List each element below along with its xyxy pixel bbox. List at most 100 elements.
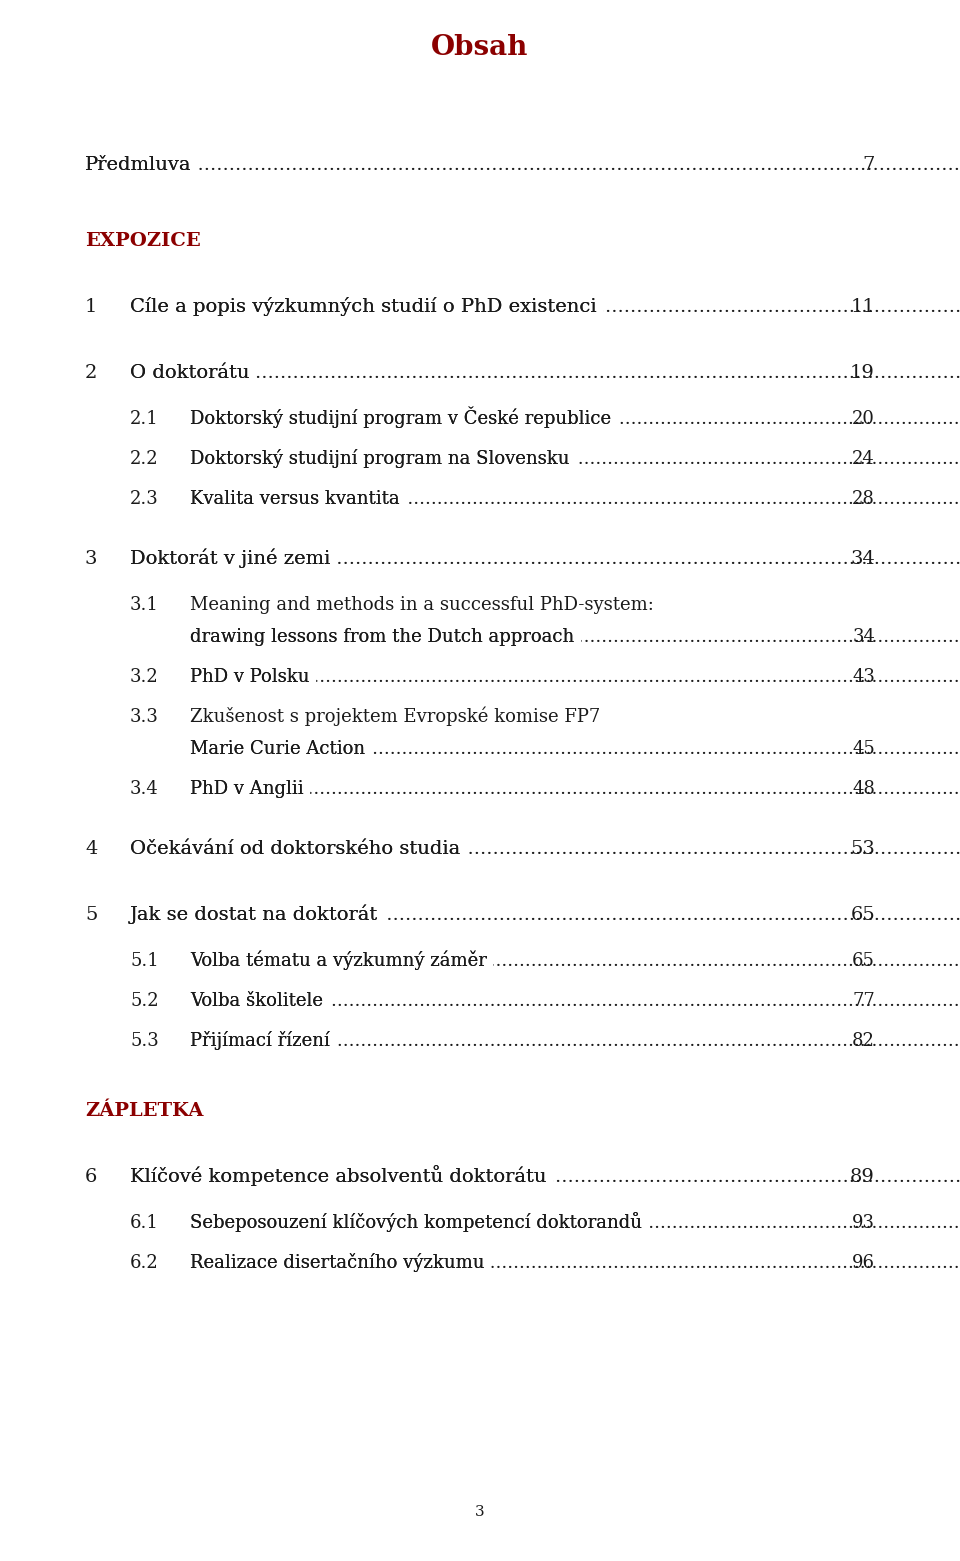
Text: ZÁPLETKA: ZÁPLETKA <box>85 1102 204 1119</box>
Text: ................................................................................: ........................................… <box>130 549 960 568</box>
Text: ................................................................................: ........................................… <box>130 298 960 315</box>
Text: 6.1: 6.1 <box>130 1214 158 1232</box>
Text: ................................................................................: ........................................… <box>190 740 960 759</box>
Text: Předmluva: Předmluva <box>85 156 191 173</box>
Text: drawing lessons from the Dutch approach: drawing lessons from the Dutch approach <box>190 628 574 646</box>
Text: Zkušenost s projektem Evropské komise FP7: Zkušenost s projektem Evropské komise FP… <box>190 707 600 726</box>
Text: ................................................................................: ........................................… <box>190 411 960 428</box>
Text: 6.2: 6.2 <box>130 1253 158 1272</box>
Text: Marie Curie Action: Marie Curie Action <box>190 740 365 759</box>
Text: 2.2: 2.2 <box>130 450 158 468</box>
Text: Obsah: Obsah <box>431 34 529 61</box>
Text: ................................................................................: ........................................… <box>190 780 960 798</box>
Text: ................................................................................: ........................................… <box>190 450 960 468</box>
Text: 3: 3 <box>85 549 98 568</box>
Text: ................................................................................: ........................................… <box>130 840 960 859</box>
Text: Volba tématu a výzkumný záměr: Volba tématu a výzkumný záměr <box>190 951 487 969</box>
Text: 65: 65 <box>851 905 875 924</box>
Text: Doktorát v jiné zemi: Doktorát v jiné zemi <box>130 548 330 568</box>
Text: 3.3: 3.3 <box>130 709 158 726</box>
Text: 5.2: 5.2 <box>130 991 158 1010</box>
Text: 5.3: 5.3 <box>130 1032 158 1051</box>
Text: Přijímací řízení: Přijímací řízení <box>190 1030 330 1051</box>
Text: 4: 4 <box>85 840 97 859</box>
Text: ................................................................................: ........................................… <box>130 905 960 924</box>
Text: ................................................................................: ........................................… <box>130 364 960 382</box>
Text: Klíčové kompetence absolventů doktorátu: Klíčové kompetence absolventů doktorátu <box>130 1165 546 1186</box>
Text: ................................................................................: ........................................… <box>190 1214 960 1232</box>
Text: Předmluva: Předmluva <box>85 156 191 173</box>
Text: Očekávání od doktorského studia: Očekávání od doktorského studia <box>130 840 460 859</box>
Text: Realizace disertačního výzkumu: Realizace disertačního výzkumu <box>190 1253 485 1272</box>
Text: 82: 82 <box>852 1032 875 1051</box>
Text: Realizace disertačního výzkumu: Realizace disertačního výzkumu <box>190 1253 485 1272</box>
Text: 5.1: 5.1 <box>130 952 158 969</box>
Text: 3: 3 <box>475 1505 485 1519</box>
Text: Jak se dostat na doktorát: Jak se dostat na doktorát <box>130 904 378 924</box>
Text: Volba tématu a výzkumný záměr: Volba tématu a výzkumný záměr <box>190 951 487 969</box>
Text: 45: 45 <box>852 740 875 759</box>
Text: Volba školitele: Volba školitele <box>190 991 323 1010</box>
Text: 96: 96 <box>852 1253 875 1272</box>
Text: 6: 6 <box>85 1168 97 1186</box>
Text: 77: 77 <box>852 991 875 1010</box>
Text: 2.1: 2.1 <box>130 411 158 428</box>
Text: Doktorský studijní program v České republice: Doktorský studijní program v České repub… <box>190 406 612 428</box>
Text: 48: 48 <box>852 780 875 798</box>
Text: PhD v Polsku: PhD v Polsku <box>190 668 309 685</box>
Text: ................................................................................: ........................................… <box>190 1032 960 1051</box>
Text: Přijímací řízení: Přijímací řízení <box>190 1030 330 1051</box>
Text: Doktorský studijní program v České republice: Doktorský studijní program v České repub… <box>190 406 612 428</box>
Text: 24: 24 <box>852 450 875 468</box>
Text: O doktorátu: O doktorátu <box>130 364 250 382</box>
Text: 89: 89 <box>851 1168 875 1186</box>
Text: 3.1: 3.1 <box>130 596 158 613</box>
Text: 34: 34 <box>852 628 875 646</box>
Text: 2: 2 <box>85 364 97 382</box>
Text: drawing lessons from the Dutch approach: drawing lessons from the Dutch approach <box>190 628 574 646</box>
Text: ................................................................................: ........................................… <box>190 490 960 507</box>
Text: Cíle a popis výzkumných studií o PhD existenci: Cíle a popis výzkumných studií o PhD exi… <box>130 297 596 315</box>
Text: ................................................................................: ........................................… <box>190 952 960 969</box>
Text: ................................................................................: ........................................… <box>190 628 960 646</box>
Text: Sebeposouzení klíčových kompetencí doktorandů: Sebeposouzení klíčových kompetencí dokto… <box>190 1211 642 1232</box>
Text: PhD v Polsku: PhD v Polsku <box>190 668 309 685</box>
Text: Kvalita versus kvantita: Kvalita versus kvantita <box>190 490 399 507</box>
Text: 20: 20 <box>852 411 875 428</box>
Text: 34: 34 <box>851 549 875 568</box>
Text: ................................................................................: ........................................… <box>85 156 960 173</box>
Text: Doktorský studijní program na Slovensku: Doktorský studijní program na Slovensku <box>190 450 569 468</box>
Text: PhD v Anglii: PhD v Anglii <box>190 780 303 798</box>
Text: 11: 11 <box>851 298 875 315</box>
Text: Kvalita versus kvantita: Kvalita versus kvantita <box>190 490 399 507</box>
Text: 1: 1 <box>85 298 97 315</box>
Text: 53: 53 <box>851 840 875 859</box>
Text: 3.2: 3.2 <box>130 668 158 685</box>
Text: ................................................................................: ........................................… <box>190 1253 960 1272</box>
Text: 93: 93 <box>852 1214 875 1232</box>
Text: ................................................................................: ........................................… <box>190 668 960 685</box>
Text: 43: 43 <box>852 668 875 685</box>
Text: 28: 28 <box>852 490 875 507</box>
Text: Jak se dostat na doktorát: Jak se dostat na doktorát <box>130 904 378 924</box>
Text: Marie Curie Action: Marie Curie Action <box>190 740 365 759</box>
Text: 3.4: 3.4 <box>130 780 158 798</box>
Text: Meaning and methods in a successful PhD-system:: Meaning and methods in a successful PhD-… <box>190 596 654 613</box>
Text: 5: 5 <box>85 905 97 924</box>
Text: 65: 65 <box>852 952 875 969</box>
Text: Sebeposouzení klíčových kompetencí doktorandů: Sebeposouzení klíčových kompetencí dokto… <box>190 1211 642 1232</box>
Text: Klíčové kompetence absolventů doktorátu: Klíčové kompetence absolventů doktorátu <box>130 1165 546 1186</box>
Text: ................................................................................: ........................................… <box>190 991 960 1010</box>
Text: Doktorský studijní program na Slovensku: Doktorský studijní program na Slovensku <box>190 450 569 468</box>
Text: 7: 7 <box>863 156 875 173</box>
Text: 19: 19 <box>851 364 875 382</box>
Text: EXPOZICE: EXPOZICE <box>85 233 201 250</box>
Text: Volba školitele: Volba školitele <box>190 991 323 1010</box>
Text: O doktorátu: O doktorátu <box>130 364 250 382</box>
Text: ................................................................................: ........................................… <box>130 1168 960 1186</box>
Text: Cíle a popis výzkumných studií o PhD existenci: Cíle a popis výzkumných studií o PhD exi… <box>130 297 596 315</box>
Text: Doktorát v jiné zemi: Doktorát v jiné zemi <box>130 548 330 568</box>
Text: Očekávání od doktorského studia: Očekávání od doktorského studia <box>130 840 460 859</box>
Text: PhD v Anglii: PhD v Anglii <box>190 780 303 798</box>
Text: 2.3: 2.3 <box>130 490 158 507</box>
